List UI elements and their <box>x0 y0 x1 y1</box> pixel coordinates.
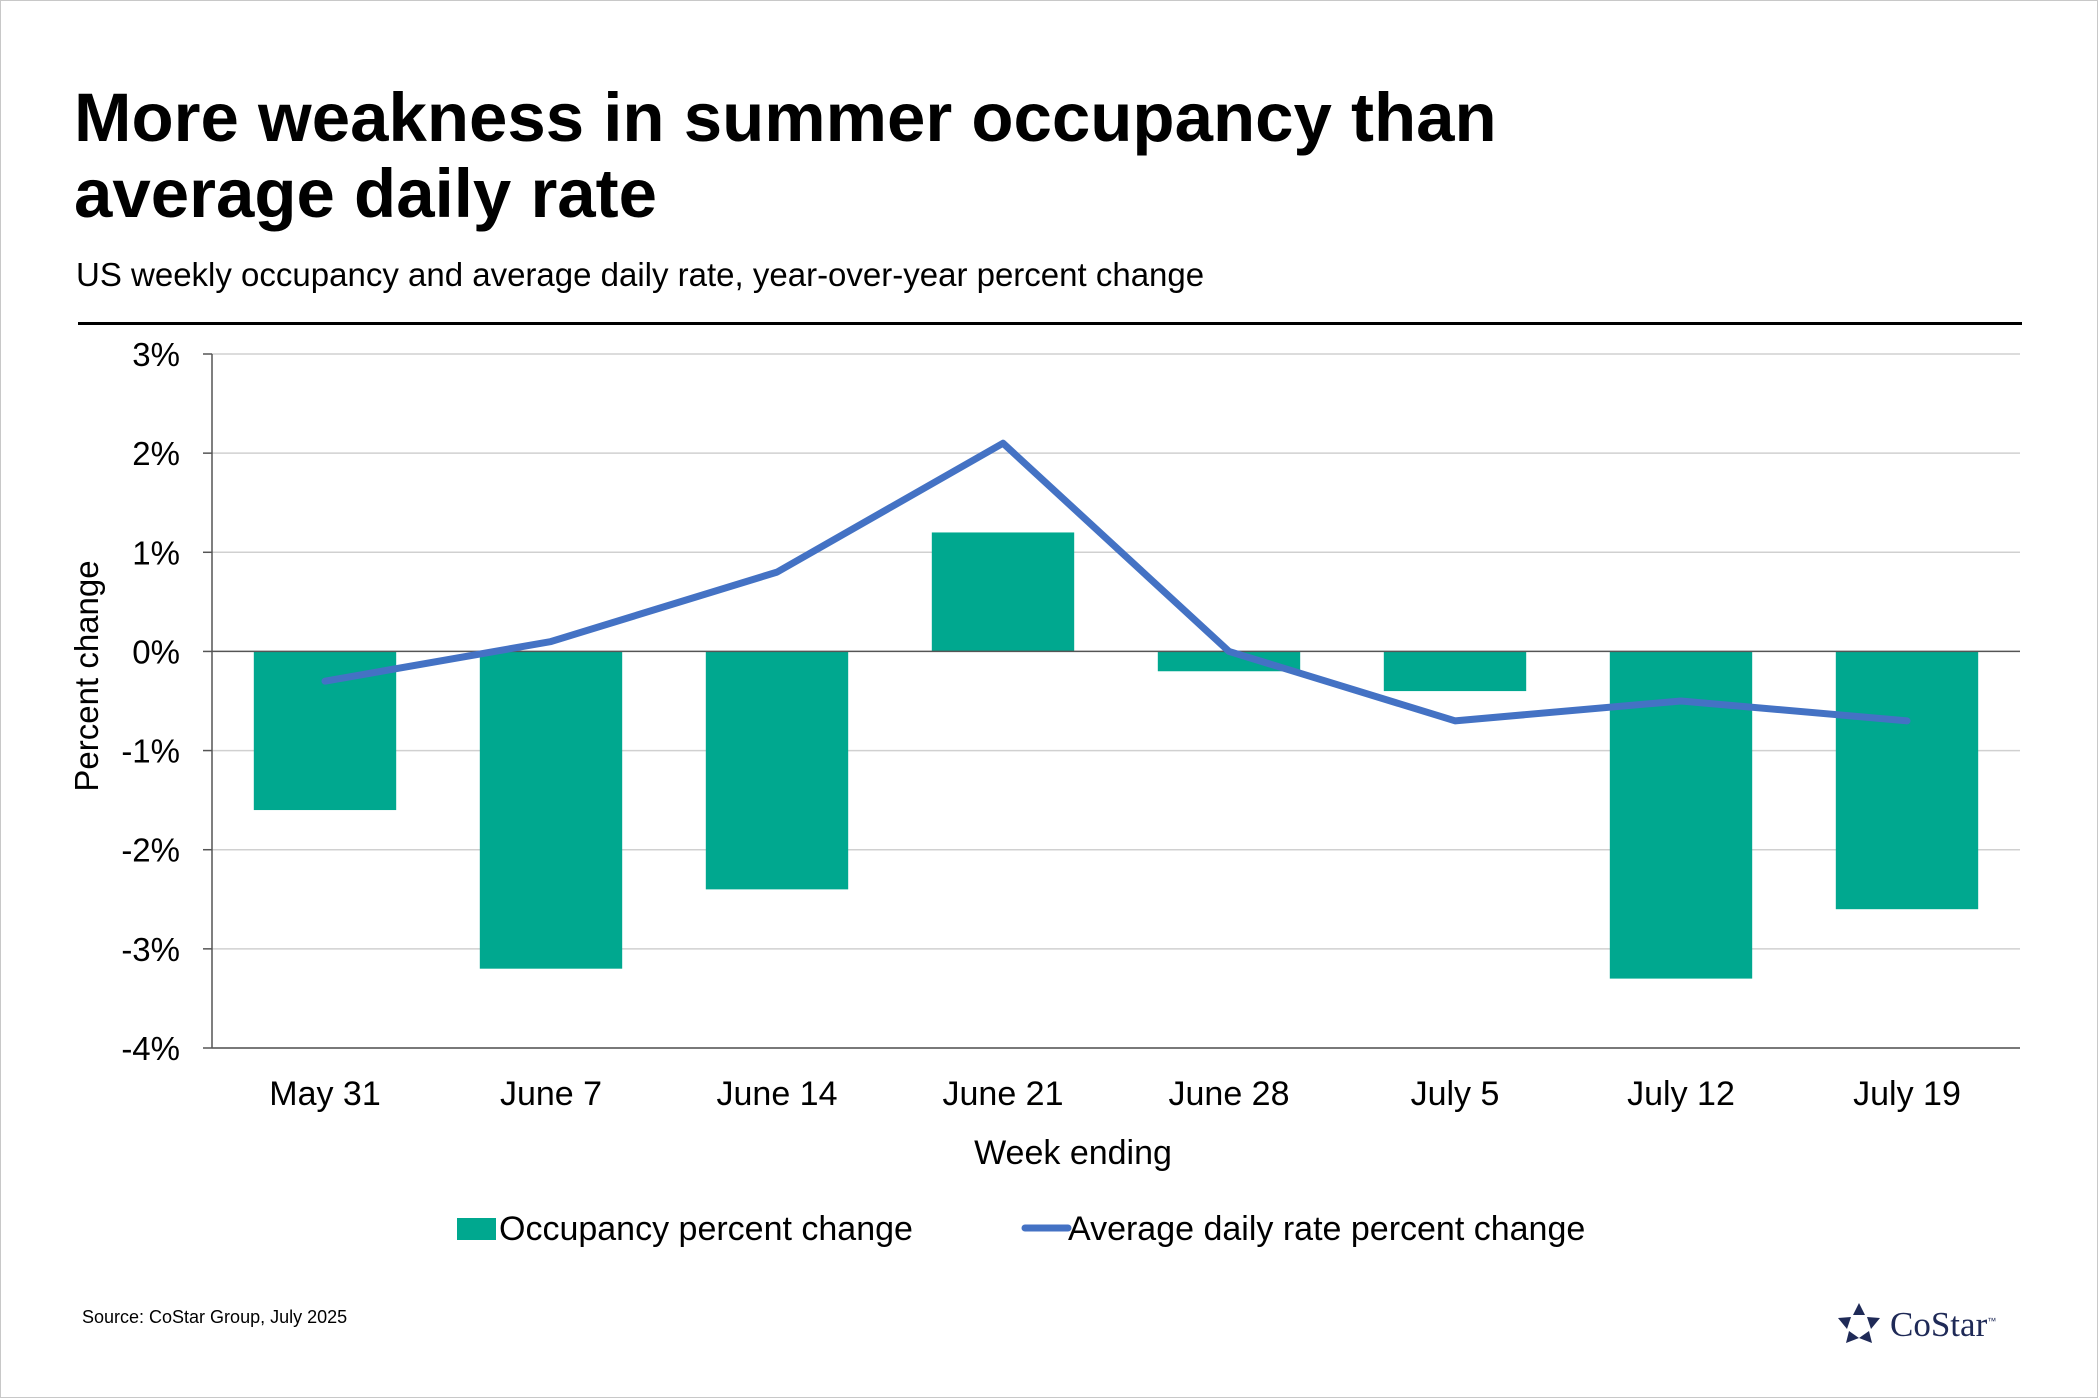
logo-wordmark: CoStar <box>1890 1305 1988 1344</box>
adr-point <box>1679 699 1683 703</box>
x-tick-label: June 21 <box>943 1075 1064 1113</box>
y-axis-label: Percent change <box>68 560 105 791</box>
y-tick-labels: 3% 2% 1% 0% -1% -2% -3% -4% <box>121 336 180 1067</box>
chart-title: More weakness in summer occupancy than a… <box>74 79 1497 232</box>
y-tick-label: 0% <box>132 633 180 670</box>
costar-star-icon <box>1838 1303 1880 1343</box>
costar-logo: CoStar ™ <box>1836 1302 1996 1348</box>
legend: Occupancy percent change Average daily ra… <box>457 1210 1585 1248</box>
y-tick-label: -4% <box>121 1030 180 1067</box>
adr-point <box>1453 718 1457 723</box>
adr-point <box>1905 718 1909 723</box>
x-tick-label: July 19 <box>1853 1075 1961 1113</box>
y-tick-label: -3% <box>121 931 180 968</box>
x-axis-label: Week ending <box>974 1134 1172 1172</box>
occupancy-bar <box>1157 651 1301 672</box>
x-tick-label: June 14 <box>717 1075 838 1113</box>
occupancy-bar <box>479 651 623 969</box>
adr-point <box>1227 649 1231 654</box>
y-tick-label: -1% <box>121 733 180 770</box>
adr-line-layer <box>321 439 1911 725</box>
adr-line <box>321 439 1911 725</box>
y-tick-label: 2% <box>132 435 180 472</box>
occupancy-bar <box>705 651 849 890</box>
y-tick-label: 1% <box>132 534 180 571</box>
x-tick-label: June 7 <box>500 1075 602 1113</box>
legend-label-adr: Average daily rate percent change <box>1068 1210 1585 1248</box>
chart-subtitle: US weekly occupancy and average daily ra… <box>76 256 1205 293</box>
adr-point <box>323 679 327 684</box>
legend-swatch-occupancy <box>457 1218 496 1240</box>
legend-label-occupancy: Occupancy percent change <box>499 1210 913 1248</box>
adr-point <box>775 570 779 575</box>
y-tick-label: -2% <box>121 832 180 869</box>
adr-point <box>549 639 553 644</box>
x-tick-labels: May 31 June 7 June 14 June 21 June 28 July 5 J… <box>269 1075 1961 1113</box>
occupancy-bar <box>931 532 1075 652</box>
source-note: Source: CoStar Group, July 2025 <box>82 1307 348 1327</box>
y-tick-label: 3% <box>132 336 180 373</box>
x-tick-label: July 12 <box>1627 1075 1735 1113</box>
occupancy-bar <box>1383 651 1527 692</box>
x-tick-label: June 28 <box>1169 1075 1290 1113</box>
x-tick-label: May 31 <box>269 1075 381 1113</box>
adr-point <box>1001 441 1005 446</box>
chart-area: 3% 2% 1% 0% -1% -2% -3% -4% May 31 June 7 June 14… <box>68 336 2020 1248</box>
logo-trademark: ™ <box>1987 1316 1997 1326</box>
title-divider <box>78 322 2022 325</box>
occupancy-bar <box>1835 651 1979 910</box>
x-tick-label: July 5 <box>1411 1075 1500 1113</box>
occupancy-bars <box>253 532 1979 979</box>
